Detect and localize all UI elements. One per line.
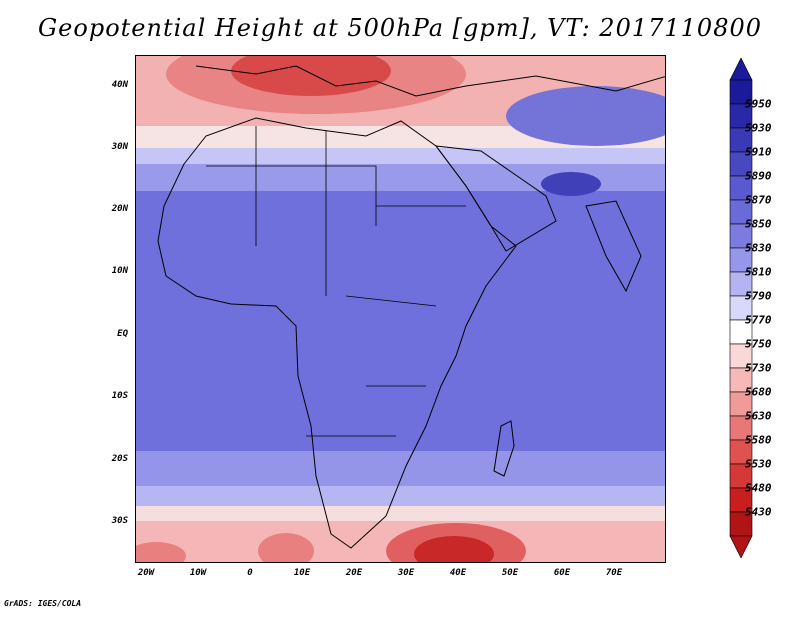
colorbar-tick-label: 5750 — [745, 337, 772, 351]
x-label-10w: 10W — [189, 568, 207, 578]
colorbar-tick-label: 5730 — [745, 361, 772, 375]
x-label-10e: 10E — [293, 568, 311, 578]
low-south-core — [414, 536, 494, 562]
country-borders — [206, 126, 466, 437]
y-label-20s: 20S — [111, 454, 128, 464]
x-label-20w: 20W — [137, 568, 155, 578]
arabia-coastline — [434, 145, 557, 252]
y-label-40n: 40N — [111, 80, 128, 90]
colorbar-tick-label: 5680 — [745, 385, 772, 399]
colorbar-tick-label: 5770 — [745, 313, 772, 327]
map-title: Geopotential Height at 500hPa [gpm], VT:… — [38, 14, 762, 42]
colorbar-tick-label: 5850 — [745, 217, 772, 231]
low-southwest — [258, 533, 314, 562]
x-label-30e: 30E — [397, 568, 415, 578]
geopotential-map — [136, 56, 665, 562]
colorbar-tick-label: 5790 — [745, 289, 772, 303]
y-label-eq: EQ — [117, 329, 128, 339]
x-label-40e: 40E — [449, 568, 467, 578]
x-label-20e: 20E — [345, 568, 363, 578]
colorbar-tick-label: 5830 — [745, 241, 772, 255]
x-label-60e: 60E — [553, 568, 571, 578]
colorbar-tick-label: 5480 — [745, 481, 772, 495]
low-far-southwest — [136, 542, 186, 562]
map-panel — [135, 55, 666, 563]
y-label-20n: 20N — [111, 204, 128, 214]
colorbar-tick-label: 5630 — [745, 409, 772, 423]
high-core — [541, 172, 601, 196]
colorbar-tick-label: 5950 — [745, 97, 772, 111]
footer-credit: GrADS: IGES/COLA — [4, 599, 82, 608]
y-label-10s: 10S — [111, 391, 128, 401]
madagascar-coastline — [493, 420, 515, 477]
colorbar-tick-label: 5530 — [745, 457, 772, 471]
y-label-30s: 30S — [111, 516, 128, 526]
africa-coastline — [157, 117, 517, 549]
colorbar-tick-label: 5930 — [745, 121, 772, 135]
colorbar-tick-label: 5890 — [745, 169, 772, 183]
colorbar — [729, 58, 753, 558]
y-label-10n: 10N — [111, 266, 128, 276]
colorbar-tick-label: 5430 — [745, 505, 772, 519]
colorbar-tick-label: 5580 — [745, 433, 772, 447]
colorbar-boxes — [729, 58, 753, 558]
colorbar-tick-label: 5810 — [745, 265, 772, 279]
colorbar-tick-label: 5910 — [745, 145, 772, 159]
colorbar-bottom-arrow — [729, 535, 753, 558]
colorbar-tick-label: 5870 — [745, 193, 772, 207]
y-label-30n: 30N — [111, 142, 128, 152]
x-label-50e: 50E — [501, 568, 519, 578]
colorbar-top-arrow — [729, 58, 753, 81]
high-middle-east — [506, 86, 665, 146]
india-coastline — [585, 200, 642, 293]
trough-core — [231, 56, 391, 96]
europe-coastline — [195, 65, 665, 97]
x-label-70e: 70E — [605, 568, 623, 578]
x-label-0: 0 — [247, 568, 253, 578]
